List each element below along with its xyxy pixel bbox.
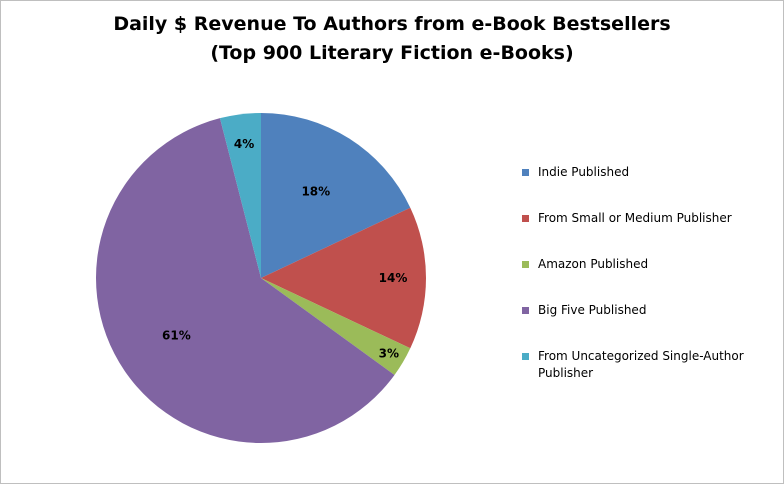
pie-slice-amazon [261, 278, 411, 375]
legend: Indie Published From Small or Medium Pub… [522, 164, 772, 394]
legend-item-indie: Indie Published [522, 164, 772, 210]
legend-label-small-medium-publisher: From Small or Medium Publisher [538, 211, 732, 225]
slice-label-small-medium-publisher: 14% [379, 271, 408, 285]
pie-slice-indie [261, 113, 411, 278]
legend-swatch-indie [522, 169, 529, 176]
chart-title-line-1: Daily $ Revenue To Authors from e-Book B… [113, 13, 671, 35]
legend-item-big-five: Big Five Published [522, 302, 772, 348]
pie-slice-uncategorized [219, 113, 261, 278]
legend-label-indie: Indie Published [538, 165, 630, 179]
legend-swatch-big-five [522, 307, 529, 314]
pie-slice-big-five [95, 118, 395, 443]
legend-label-amazon: Amazon Published [538, 257, 649, 271]
slice-label-amazon: 3% [379, 347, 399, 361]
pie-slice-small-medium-publisher [261, 207, 426, 349]
legend-swatch-uncategorized [522, 353, 529, 360]
legend-swatch-small-medium-publisher [522, 215, 529, 222]
slice-label-big-five: 61% [162, 329, 191, 343]
legend-item-small-medium-publisher: From Small or Medium Publisher [522, 210, 772, 256]
chart-title: Daily $ Revenue To Authors from e-Book B… [0, 10, 784, 68]
legend-item-uncategorized: From Uncategorized Single-Author Publish… [522, 348, 772, 394]
slice-label-indie: 18% [301, 185, 330, 199]
chart-title-line-2: (Top 900 Literary Fiction e-Books) [210, 42, 574, 64]
slice-label-uncategorized: 4% [234, 137, 254, 151]
legend-label-big-five: Big Five Published [538, 303, 647, 317]
legend-swatch-amazon [522, 261, 529, 268]
legend-item-amazon: Amazon Published [522, 256, 772, 302]
legend-label-uncategorized: From Uncategorized Single-Author Publish… [538, 349, 744, 380]
